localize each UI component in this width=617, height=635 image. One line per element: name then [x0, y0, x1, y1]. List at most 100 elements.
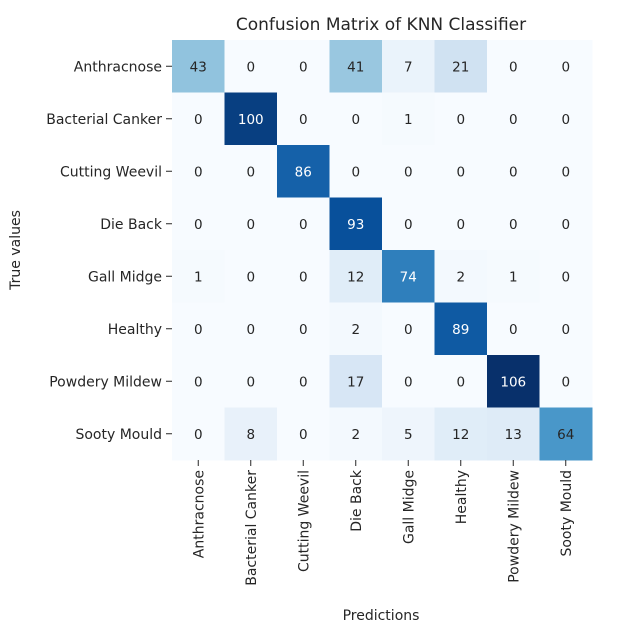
- x-tick-label: Sooty Mould: [559, 470, 575, 557]
- cell-value-label: 0: [299, 374, 308, 390]
- cell-value-label: 12: [452, 427, 469, 443]
- heatmap-cell: [329, 40, 383, 93]
- cell-value-label: 0: [299, 427, 308, 443]
- cell-value-label: 0: [404, 322, 413, 338]
- heatmap-cell: [539, 197, 593, 251]
- cell-value-label: 0: [299, 217, 308, 233]
- heatmap-cell: [487, 407, 540, 461]
- heatmap-cell: [329, 355, 383, 408]
- heatmap-cell: [224, 145, 278, 198]
- heatmap-cell: [434, 355, 488, 408]
- cell-value-label: 0: [509, 59, 518, 75]
- cell-value-label: 2: [351, 322, 360, 338]
- heatmap-cell: [329, 407, 383, 461]
- cell-value-label: 0: [246, 59, 255, 75]
- cell-value-label: 0: [561, 112, 570, 128]
- cell-value-label: 0: [194, 164, 203, 180]
- cell-value-label: 7: [404, 59, 413, 75]
- heatmap-cell: [172, 92, 225, 146]
- cell-value-label: 41: [347, 59, 364, 75]
- cell-value-label: 93: [347, 217, 364, 233]
- cell-value-label: 0: [561, 164, 570, 180]
- cell-value-label: 0: [561, 59, 570, 75]
- heatmap-cell: [487, 145, 540, 198]
- cell-value-label: 13: [505, 427, 522, 443]
- heatmap-cell: [434, 40, 488, 93]
- cell-value-label: 0: [299, 59, 308, 75]
- x-tick-label: Cutting Weevil: [296, 470, 312, 572]
- cell-value-label: 0: [509, 217, 518, 233]
- heatmap-cell: [277, 92, 330, 146]
- cell-value-label: 2: [456, 269, 465, 285]
- y-tick-label: Die Back: [100, 217, 163, 233]
- heatmap-cell-labels: 43 0 0 41 7 21 0 00 100 0 0 1 0 0 00 0 86 0 0 0 0 00 0 0 93 0 0 0 01…: [190, 59, 575, 443]
- heatmap-cell: [382, 40, 435, 93]
- heatmap-cell: [277, 250, 330, 303]
- heatmap-cell: [224, 302, 278, 356]
- cell-value-label: 89: [452, 322, 469, 338]
- x-tick-label: Gall Midge: [401, 470, 417, 544]
- cell-value-label: 1: [509, 269, 518, 285]
- cell-value-label: 0: [246, 217, 255, 233]
- heatmap-cell: [539, 40, 593, 93]
- cell-value-label: 0: [194, 427, 203, 443]
- cell-value-label: 0: [404, 374, 413, 390]
- cell-value-label: 5: [404, 427, 413, 443]
- heatmap-cell: [329, 250, 383, 303]
- cell-value-label: 0: [351, 164, 360, 180]
- heatmap-cell: [172, 197, 225, 251]
- cell-value-label: 86: [295, 164, 312, 180]
- cell-value-label: 12: [347, 269, 364, 285]
- y-tick-label: Gall Midge: [88, 269, 162, 285]
- y-tick-label: Sooty Mould: [75, 427, 162, 443]
- heatmap-cell: [329, 302, 383, 356]
- y-axis-ticks: Anthracnose Bacterial Canker Cutting Weevi…: [46, 59, 172, 443]
- y-tick-label: Healthy: [108, 322, 162, 338]
- heatmap-cell: [277, 355, 330, 408]
- x-tick-label: Bacterial Canker: [244, 470, 260, 586]
- cell-value-label: 0: [246, 164, 255, 180]
- y-tick-label: Powdery Mildew: [49, 374, 162, 390]
- cell-value-label: 1: [194, 269, 203, 285]
- heatmap-cell: [224, 407, 278, 461]
- heatmap-cell: [224, 250, 278, 303]
- cell-value-label: 74: [400, 269, 417, 285]
- cell-value-label: 21: [452, 59, 469, 75]
- cell-value-label: 0: [404, 217, 413, 233]
- cell-value-label: 0: [456, 217, 465, 233]
- heatmap-cell: [434, 302, 488, 356]
- x-tick-label: Healthy: [454, 470, 470, 524]
- cell-value-label: 0: [404, 164, 413, 180]
- cell-value-label: 0: [299, 112, 308, 128]
- heatmap-cell: [277, 197, 330, 251]
- heatmap-cell: [277, 302, 330, 356]
- y-axis-label: True values: [8, 210, 24, 291]
- cell-value-label: 0: [456, 112, 465, 128]
- cell-value-label: 0: [246, 374, 255, 390]
- heatmap-cell: [382, 92, 435, 146]
- heatmap-cell: [487, 355, 540, 408]
- x-axis-ticks: Anthracnose Bacterial Canker Cutting Weevi…: [191, 460, 575, 586]
- cell-value-label: 0: [561, 217, 570, 233]
- heatmap-cell: [172, 302, 225, 356]
- x-tick-label: Anthracnose: [191, 470, 207, 558]
- y-tick-label: Anthracnose: [74, 59, 162, 75]
- heatmap-cell: [434, 250, 488, 303]
- heatmap-cell: [224, 197, 278, 251]
- heatmap-cell: [277, 407, 330, 461]
- cell-value-label: 0: [561, 322, 570, 338]
- cell-value-label: 0: [351, 112, 360, 128]
- heatmap-cell: [434, 92, 488, 146]
- cell-value-label: 0: [456, 164, 465, 180]
- heatmap-cell: [487, 250, 540, 303]
- heatmap-cells: [172, 40, 593, 461]
- heatmap-cell: [382, 250, 435, 303]
- heatmap-cell: [224, 92, 278, 146]
- heatmap-cell: [434, 407, 488, 461]
- cell-value-label: 0: [194, 112, 203, 128]
- heatmap-cell: [487, 302, 540, 356]
- heatmap-cell: [172, 40, 225, 93]
- cell-value-label: 0: [246, 269, 255, 285]
- heatmap-cell: [382, 197, 435, 251]
